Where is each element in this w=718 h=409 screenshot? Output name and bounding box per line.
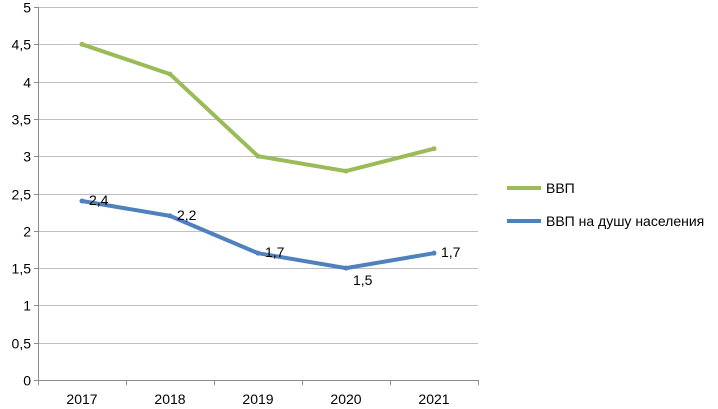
- x-axis-tick-labels: 2017 2018 2019 2020 2021: [66, 391, 449, 407]
- data-label: 2,4: [89, 192, 109, 208]
- legend-item-1: ВВП на душу населения: [507, 213, 704, 229]
- y-tick-label: 1: [23, 298, 31, 314]
- y-tick-label: 2: [23, 224, 31, 240]
- data-label: 1,5: [353, 272, 373, 288]
- y-tick-label: 4: [23, 75, 31, 91]
- x-tick-label: 2017: [66, 391, 97, 407]
- legend-label: ВВП на душу населения: [546, 213, 704, 229]
- series-1-point: [167, 213, 173, 219]
- series-0-point: [167, 71, 173, 77]
- y-tick-label: 3: [23, 149, 31, 165]
- y-tick-label: 4,5: [12, 37, 32, 53]
- axes: [34, 7, 479, 385]
- data-label: 1,7: [441, 244, 461, 260]
- series-0-point: [343, 168, 349, 174]
- legend: ВВП ВВП на душу населения: [507, 180, 704, 229]
- data-label: 1,7: [265, 244, 285, 260]
- y-tick-label: 3,5: [12, 112, 32, 128]
- series-1-point: [431, 250, 437, 256]
- series-line-0: [80, 42, 436, 174]
- y-axis-tick-labels: 0 0,5 1 1,5 2 2,5 3 3,5 4 4,5 5: [12, 0, 32, 389]
- y-tick-label: 2,5: [12, 187, 32, 203]
- x-tick-label: 2019: [242, 391, 273, 407]
- y-tick-label: 5: [23, 0, 31, 16]
- series-0-point: [79, 41, 85, 47]
- x-tick-label: 2018: [154, 391, 185, 407]
- series-0-point: [431, 146, 437, 152]
- data-labels: 2,4 2,2 1,7 1,5 1,7: [89, 192, 461, 288]
- series-1-point: [343, 265, 349, 271]
- y-tick-label: 0,5: [12, 336, 32, 352]
- legend-label: ВВП: [546, 180, 575, 196]
- series-0-point: [255, 153, 261, 159]
- series-line-1: [80, 199, 436, 271]
- data-label: 2,2: [177, 207, 197, 223]
- y-tick-label: 0: [23, 373, 31, 389]
- x-tick-label: 2021: [418, 391, 449, 407]
- series-1-point: [79, 198, 85, 204]
- series-1-point: [255, 250, 261, 256]
- y-tick-label: 1,5: [12, 261, 32, 277]
- legend-item-0: ВВП: [507, 180, 575, 196]
- series-lines: [79, 41, 437, 271]
- grid-lines: [38, 7, 478, 344]
- x-tick-label: 2020: [330, 391, 361, 407]
